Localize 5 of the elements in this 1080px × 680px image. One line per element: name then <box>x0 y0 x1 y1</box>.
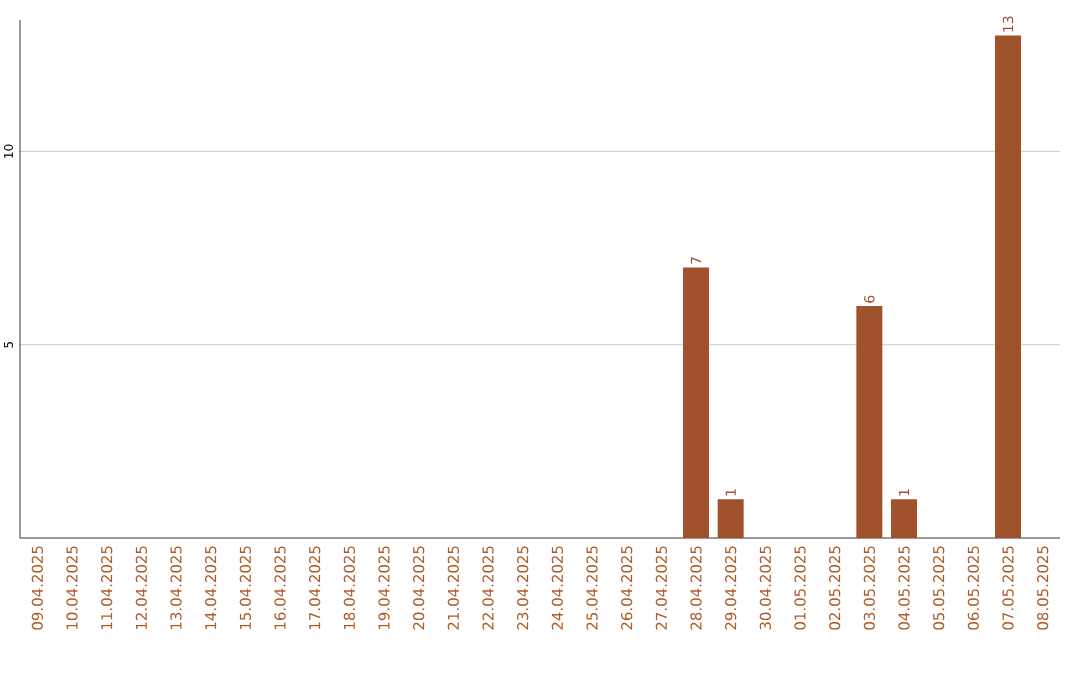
bar <box>995 35 1022 538</box>
bar <box>856 306 883 538</box>
bar <box>717 499 744 538</box>
bar <box>683 267 710 538</box>
bar <box>891 499 918 538</box>
